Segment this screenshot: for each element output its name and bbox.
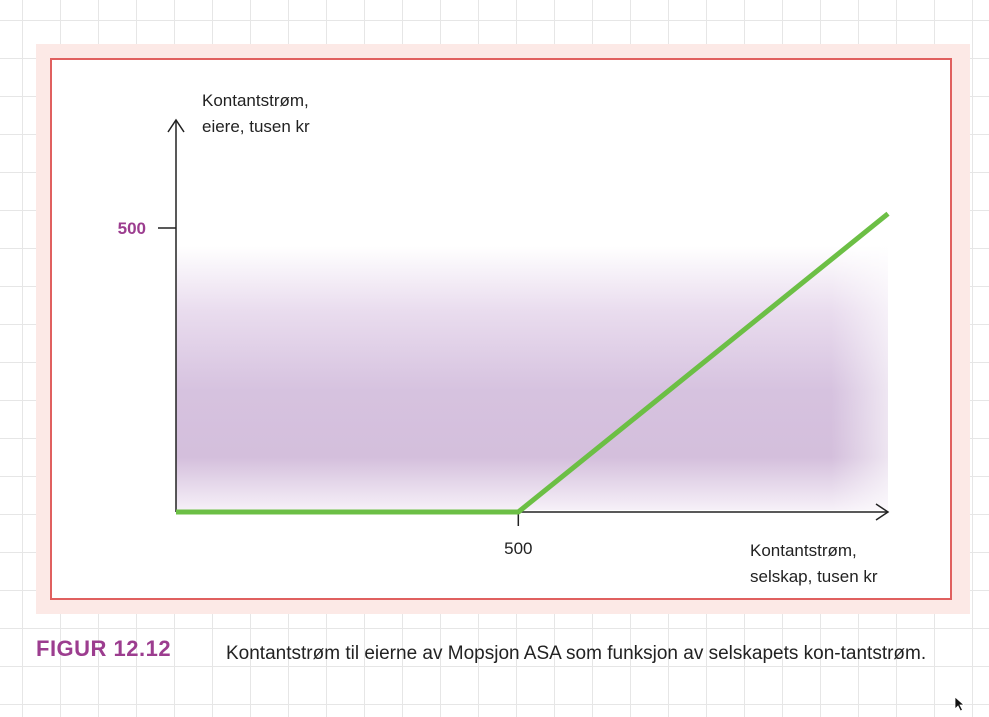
figure-number: FIGUR 12.12 — [36, 636, 172, 661]
chart: Kontantstrøm, eiere, tusen kr Kontantstr… — [118, 91, 890, 586]
x-axis-label-line2: selskap, tusen kr — [750, 567, 878, 586]
mouse-cursor-icon — [954, 696, 966, 712]
y-axis-label-line1: Kontantstrøm, — [202, 91, 309, 110]
figure-panel: Kontantstrøm, eiere, tusen kr Kontantstr… — [50, 58, 952, 600]
x-axis-label-line1: Kontantstrøm, — [750, 541, 857, 560]
shaded-band-fade — [176, 246, 888, 510]
series-group — [176, 211, 890, 515]
caption-text: Kontantstrøm til eierne av Mopsjon ASA s… — [226, 643, 927, 664]
payoff-line — [176, 211, 890, 515]
figure-frame: Kontantstrøm, eiere, tusen kr Kontantstr… — [36, 44, 970, 614]
x-tick-label: 500 — [504, 539, 532, 558]
x-axis-label: Kontantstrøm, selskap, tusen kr — [750, 541, 878, 586]
axis-ticks: 500 500 — [118, 219, 533, 558]
y-axis-label-line2: eiere, tusen kr — [202, 117, 310, 136]
y-axis-arrow-icon — [167, 118, 185, 133]
y-axis-label: Kontantstrøm, eiere, tusen kr — [202, 91, 314, 136]
x-axis-arrow-icon — [875, 503, 890, 521]
y-tick-label: 500 — [118, 219, 146, 238]
